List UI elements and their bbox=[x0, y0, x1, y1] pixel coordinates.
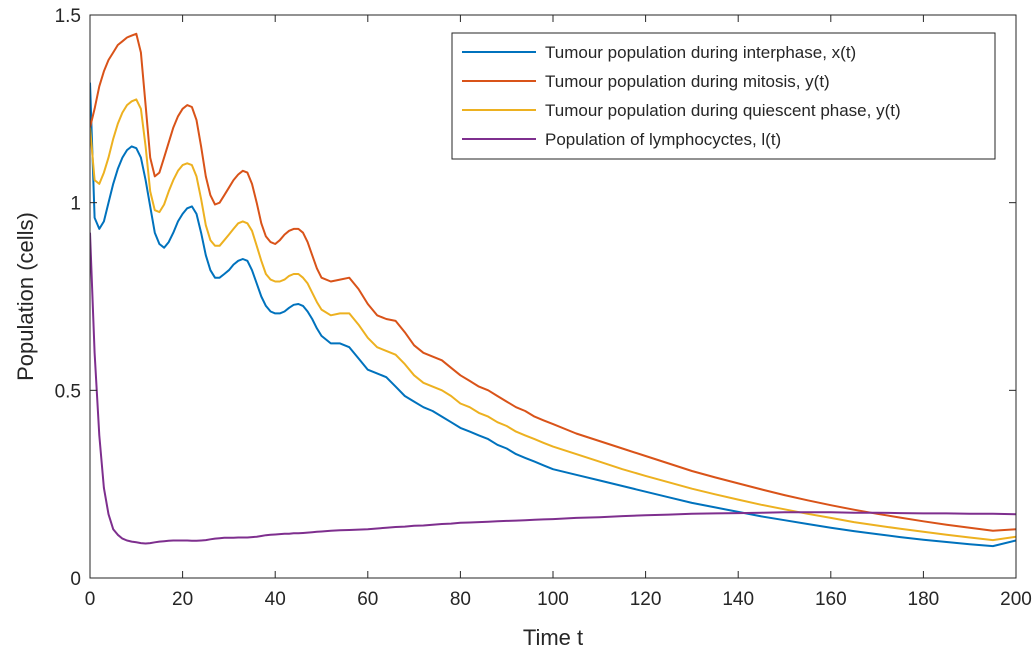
legend: Tumour population during interphase, x(t… bbox=[451, 32, 996, 160]
legend-label-4: Population of lymphocyctes, l(t) bbox=[545, 130, 781, 149]
axes: 0 20 40 60 80 100 120 140 160 180 200 0 0.5 1 1.5 bbox=[55, 6, 1032, 610]
legend-label-3: Tumour population during quiescent phase… bbox=[545, 101, 901, 120]
y-tick-label: 0 bbox=[70, 569, 81, 590]
y-axis-title: Population (cells) bbox=[13, 212, 38, 381]
x-tick-label: 140 bbox=[722, 589, 754, 610]
legend-label-2: Tumour population during mitosis, y(t) bbox=[545, 72, 830, 91]
plot-area bbox=[90, 32, 1016, 548]
x-tick-label: 100 bbox=[537, 589, 569, 610]
series-line-3 bbox=[90, 98, 1016, 542]
series-line-2 bbox=[90, 32, 1016, 532]
x-tick-label: 20 bbox=[172, 589, 193, 610]
x-tick-label: 80 bbox=[450, 589, 471, 610]
x-tick-label: 60 bbox=[357, 589, 378, 610]
legend-label-1: Tumour population during interphase, x(t… bbox=[545, 43, 856, 62]
x-tick-label: 160 bbox=[815, 589, 847, 610]
y-tick-label: 0.5 bbox=[55, 381, 81, 402]
x-axis-title: Time t bbox=[523, 625, 583, 650]
x-tick-label: 0 bbox=[85, 589, 96, 610]
series-line-1 bbox=[90, 82, 1016, 548]
x-tick-label: 40 bbox=[265, 589, 286, 610]
legend-box bbox=[451, 32, 996, 160]
x-tick-label: 180 bbox=[908, 589, 940, 610]
series-line-4 bbox=[90, 232, 1016, 545]
y-tick-label: 1 bbox=[70, 194, 81, 215]
x-tick-label: 200 bbox=[1000, 589, 1032, 610]
y-tick-label: 1.5 bbox=[55, 6, 81, 27]
x-tick-label: 120 bbox=[630, 589, 662, 610]
